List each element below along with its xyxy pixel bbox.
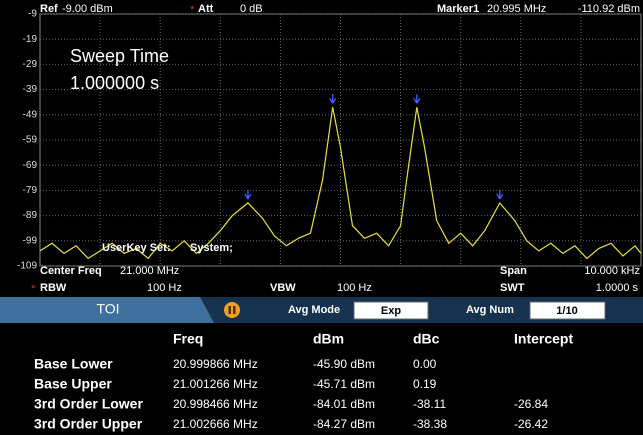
- table-cell: 0.00: [413, 357, 437, 371]
- att-flag: *: [190, 4, 195, 16]
- table-cell: -84.01 dBm: [313, 397, 375, 411]
- table-cell: -38.38: [413, 417, 447, 431]
- row-label: 3rd Order Lower: [34, 396, 143, 412]
- sweep-label: Sweep Time: [70, 46, 169, 66]
- toi-table: Freq dBm dBc Intercept Base Lower 20.999866 M…: [34, 331, 573, 432]
- rbw-value: 100 Hz: [147, 282, 182, 294]
- swt-label: SWT: [500, 282, 525, 294]
- row-label: Base Lower: [34, 356, 113, 372]
- peak-marker: [413, 94, 421, 104]
- y-tick-label: -109: [17, 261, 37, 272]
- y-tick-label: -39: [23, 84, 38, 95]
- peak-marker: [329, 94, 337, 104]
- avg-num-label: Avg Num: [466, 304, 514, 316]
- column-header: Intercept: [514, 331, 573, 347]
- rbw-label: RBW: [40, 282, 67, 294]
- avg-num-value: 1/10: [556, 305, 577, 317]
- y-tick-label: -29: [23, 59, 38, 70]
- avg-mode-box[interactable]: [353, 301, 429, 320]
- table-cell: -26.42: [514, 417, 548, 431]
- marker-label: Marker1: [437, 3, 479, 15]
- y-tick-label: -19: [23, 34, 38, 45]
- y-tick-label: -9: [28, 9, 37, 20]
- y-tick-label: -99: [23, 235, 38, 246]
- pause-button[interactable]: [224, 302, 240, 318]
- table-cell: -45.90 dBm: [313, 357, 375, 371]
- y-tick-label: -59: [23, 135, 38, 146]
- marker-level: -110.92 dBm: [578, 3, 640, 15]
- toi-tab-label: TOI: [96, 301, 119, 317]
- avg-num-box[interactable]: [529, 301, 606, 320]
- rbw-flag: *: [31, 283, 36, 295]
- vbw-value: 100 Hz: [337, 282, 372, 294]
- table-cell: 21.001266 MHz: [173, 377, 258, 391]
- column-header: Freq: [173, 331, 203, 347]
- plot: -9 -19 -29 -39 -49 -59 -69 -79 -89 -99 -109: [17, 9, 642, 272]
- table-cell: 20.998466 MHz: [173, 397, 258, 411]
- column-header: dBm: [313, 331, 344, 347]
- center-value: 21.000 MHz: [120, 265, 179, 277]
- sweep-value: 1.000000 s: [70, 73, 159, 93]
- table-cell: 20.999866 MHz: [173, 357, 258, 371]
- column-header: dBc: [413, 331, 440, 347]
- table-cell: -38.11: [413, 397, 446, 411]
- trace: [39, 107, 642, 260]
- ref-label: Ref: [40, 3, 58, 15]
- y-tick-label: -89: [23, 210, 38, 221]
- vbw-label: VBW: [270, 282, 296, 294]
- userkey-value: System;: [190, 242, 233, 254]
- y-tick-label: -69: [23, 160, 38, 171]
- marker-freq: 20.995 MHz: [487, 3, 546, 15]
- att-label: Att: [198, 3, 214, 15]
- y-tick-label: -79: [23, 185, 38, 196]
- pause-icon: [233, 306, 236, 314]
- avg-mode-value: Exp: [381, 305, 401, 317]
- toi-tab[interactable]: [0, 297, 214, 323]
- table-cell: -45.71 dBm: [313, 377, 375, 391]
- swt-value: 1.0000 s: [596, 282, 639, 294]
- avg-mode-label: Avg Mode: [288, 304, 340, 316]
- row-label: Base Upper: [34, 376, 112, 392]
- ref-value: -9.00 dBm: [62, 3, 113, 15]
- table-cell: -84.27 dBm: [313, 417, 375, 431]
- y-tick-label: -49: [23, 109, 38, 120]
- att-value: 0 dB: [240, 3, 263, 15]
- pause-icon: [228, 306, 231, 314]
- center-label: Center Freq: [40, 265, 102, 277]
- table-cell: 0.19: [413, 377, 437, 391]
- userkey-label: UserKey Set:: [102, 242, 170, 254]
- table-cell: 21.002666 MHz: [173, 417, 258, 431]
- row-label: 3rd Order Upper: [34, 416, 143, 432]
- peak-marker: [496, 190, 504, 200]
- span-value: 10.000 kHz: [584, 265, 640, 277]
- span-label: Span: [500, 265, 527, 277]
- peak-marker: [244, 190, 252, 200]
- table-cell: -26.84: [514, 397, 548, 411]
